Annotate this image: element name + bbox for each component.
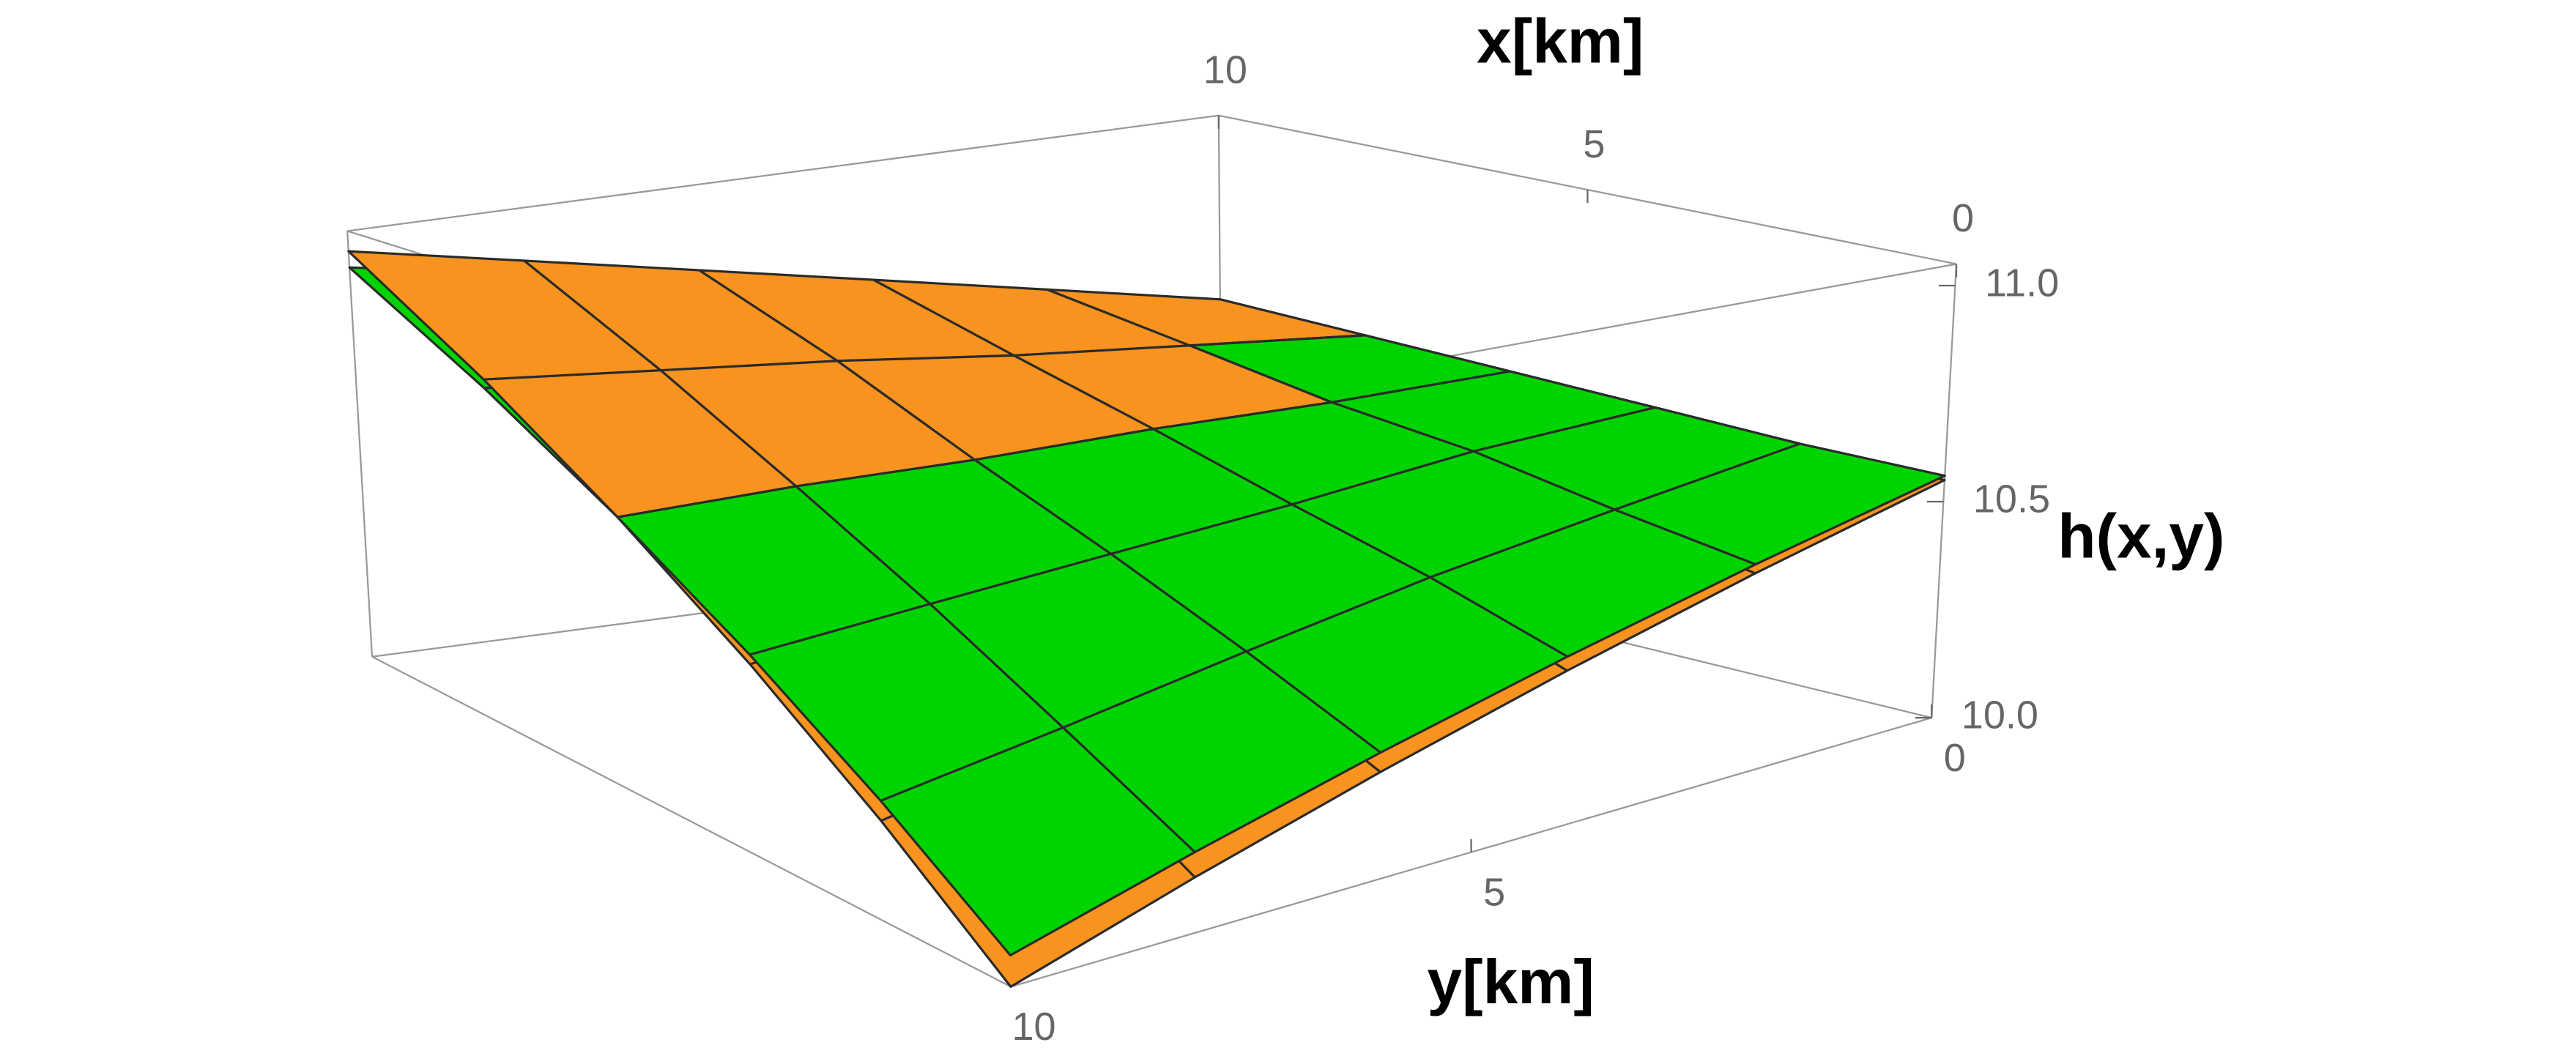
z-tick-label: 11.0: [1985, 261, 2059, 305]
box-edge: [347, 114, 1220, 232]
z-tick-label: 10.5: [1973, 477, 2050, 521]
x-tick-label: 10: [1203, 48, 1247, 92]
y-axis-label: y[km]: [1427, 947, 1594, 1017]
x-tick-label: 5: [1583, 122, 1605, 166]
y-tick-label: 5: [1483, 871, 1505, 915]
z-tick-label: 10.0: [1961, 693, 2038, 737]
box-edge: [371, 655, 1012, 988]
y-tick-label: 0: [1944, 736, 1966, 780]
surface-cell: [879, 726, 1196, 957]
x-tick-label: 0: [1952, 196, 1974, 240]
y-tick-label: 10: [1012, 1005, 1055, 1049]
box-edge: [1931, 264, 1958, 718]
box-edge: [346, 231, 374, 657]
z-axis-label: h(x,y): [2057, 502, 2224, 572]
x-axis-label: x[km]: [1477, 7, 1644, 77]
